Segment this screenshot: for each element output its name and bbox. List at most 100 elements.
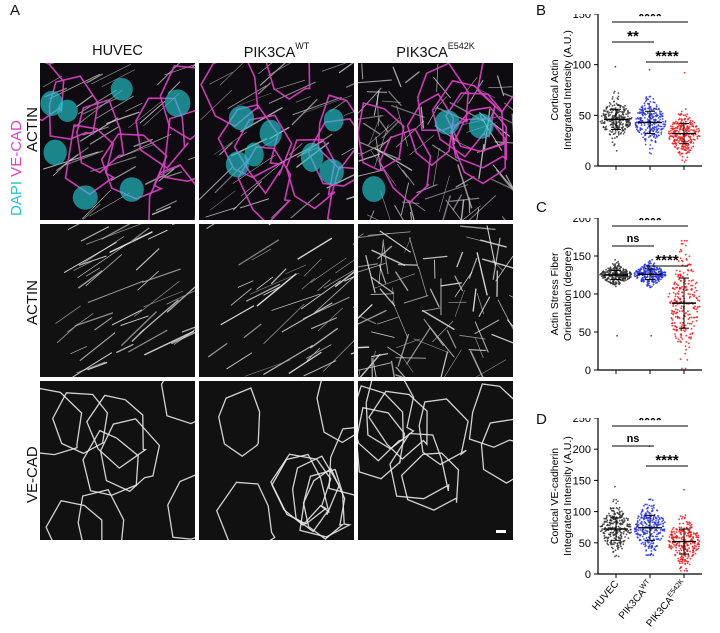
data-point xyxy=(628,120,631,122)
data-point xyxy=(652,97,655,100)
data-point xyxy=(641,265,644,268)
data-point xyxy=(678,526,681,529)
data-point xyxy=(690,123,692,126)
data-point xyxy=(695,308,698,311)
data-point xyxy=(689,137,692,140)
data-point xyxy=(624,268,627,271)
data-point xyxy=(651,519,653,522)
data-point xyxy=(618,536,621,539)
data-point xyxy=(604,536,607,539)
data-point xyxy=(675,139,678,142)
data-point xyxy=(619,272,622,274)
column-header-label: PIK3CA xyxy=(396,44,448,61)
data-point xyxy=(615,502,618,505)
data-point xyxy=(657,117,660,119)
y-tick-label: 200 xyxy=(573,444,591,456)
data-point xyxy=(628,271,631,274)
data-point xyxy=(650,505,653,507)
data-point xyxy=(626,275,629,278)
data-point xyxy=(690,280,693,282)
data-point xyxy=(604,271,607,274)
data-point xyxy=(608,105,611,107)
data-point xyxy=(682,516,684,518)
data-point xyxy=(674,273,677,275)
data-point xyxy=(601,119,604,122)
data-point xyxy=(629,276,632,279)
data-point xyxy=(652,281,655,284)
significance-label: ns xyxy=(627,233,640,245)
data-point xyxy=(617,548,619,551)
data-point xyxy=(680,549,683,552)
data-point xyxy=(684,555,687,558)
data-point xyxy=(641,535,644,538)
data-point xyxy=(615,285,617,288)
data-point xyxy=(613,277,616,279)
y-tick-label: 0 xyxy=(585,365,591,377)
data-point xyxy=(670,135,673,137)
data-point xyxy=(617,134,620,136)
data-point xyxy=(698,545,700,548)
data-point xyxy=(637,268,640,271)
data-point xyxy=(645,270,648,273)
data-point xyxy=(679,138,681,140)
data-point xyxy=(651,540,653,543)
data-point xyxy=(642,518,645,521)
data-point xyxy=(663,274,666,276)
data-point xyxy=(684,148,686,151)
data-point xyxy=(664,274,667,277)
data-point xyxy=(619,526,621,529)
data-point xyxy=(652,113,655,115)
data-point xyxy=(671,542,674,544)
data-point xyxy=(697,534,700,537)
data-point xyxy=(641,108,644,111)
data-point xyxy=(657,514,659,517)
data-point xyxy=(681,367,683,370)
data-point xyxy=(635,523,638,525)
data-point xyxy=(644,100,647,103)
data-point xyxy=(618,515,621,518)
data-point xyxy=(686,273,689,276)
image-vecad-huvec xyxy=(40,381,195,540)
image-merge-pik3ca-e542k xyxy=(358,63,513,220)
data-point xyxy=(650,550,653,552)
data-point xyxy=(684,120,687,123)
data-point xyxy=(677,113,680,116)
data-point xyxy=(609,108,612,111)
data-point xyxy=(687,318,690,320)
data-point xyxy=(681,310,684,313)
data-point xyxy=(634,530,636,533)
data-point xyxy=(613,530,616,532)
data-point xyxy=(697,130,700,133)
data-point xyxy=(616,111,619,113)
data-point xyxy=(685,239,688,242)
data-point xyxy=(629,525,632,528)
column-header-superscript: E542K xyxy=(447,41,475,51)
data-point xyxy=(633,527,636,530)
data-point xyxy=(614,131,617,133)
data-point xyxy=(670,547,673,550)
data-point xyxy=(651,280,654,283)
data-point xyxy=(663,528,666,531)
data-point xyxy=(648,95,651,98)
data-point xyxy=(645,512,648,515)
data-point xyxy=(651,126,654,129)
data-point xyxy=(636,521,639,524)
data-point xyxy=(695,545,697,548)
data-point xyxy=(655,266,658,269)
data-point xyxy=(671,535,673,537)
data-point xyxy=(609,281,612,284)
data-point xyxy=(681,295,684,298)
data-point xyxy=(663,521,666,524)
data-point xyxy=(622,271,624,274)
data-point xyxy=(618,509,620,511)
data-point xyxy=(680,152,683,155)
data-point xyxy=(670,317,673,320)
data-point xyxy=(636,271,639,274)
data-point xyxy=(691,120,694,122)
data-point xyxy=(659,112,661,114)
data-point xyxy=(620,127,623,129)
data-point xyxy=(633,274,636,277)
data-point xyxy=(614,132,616,135)
data-point xyxy=(680,570,682,572)
data-point xyxy=(680,307,683,310)
